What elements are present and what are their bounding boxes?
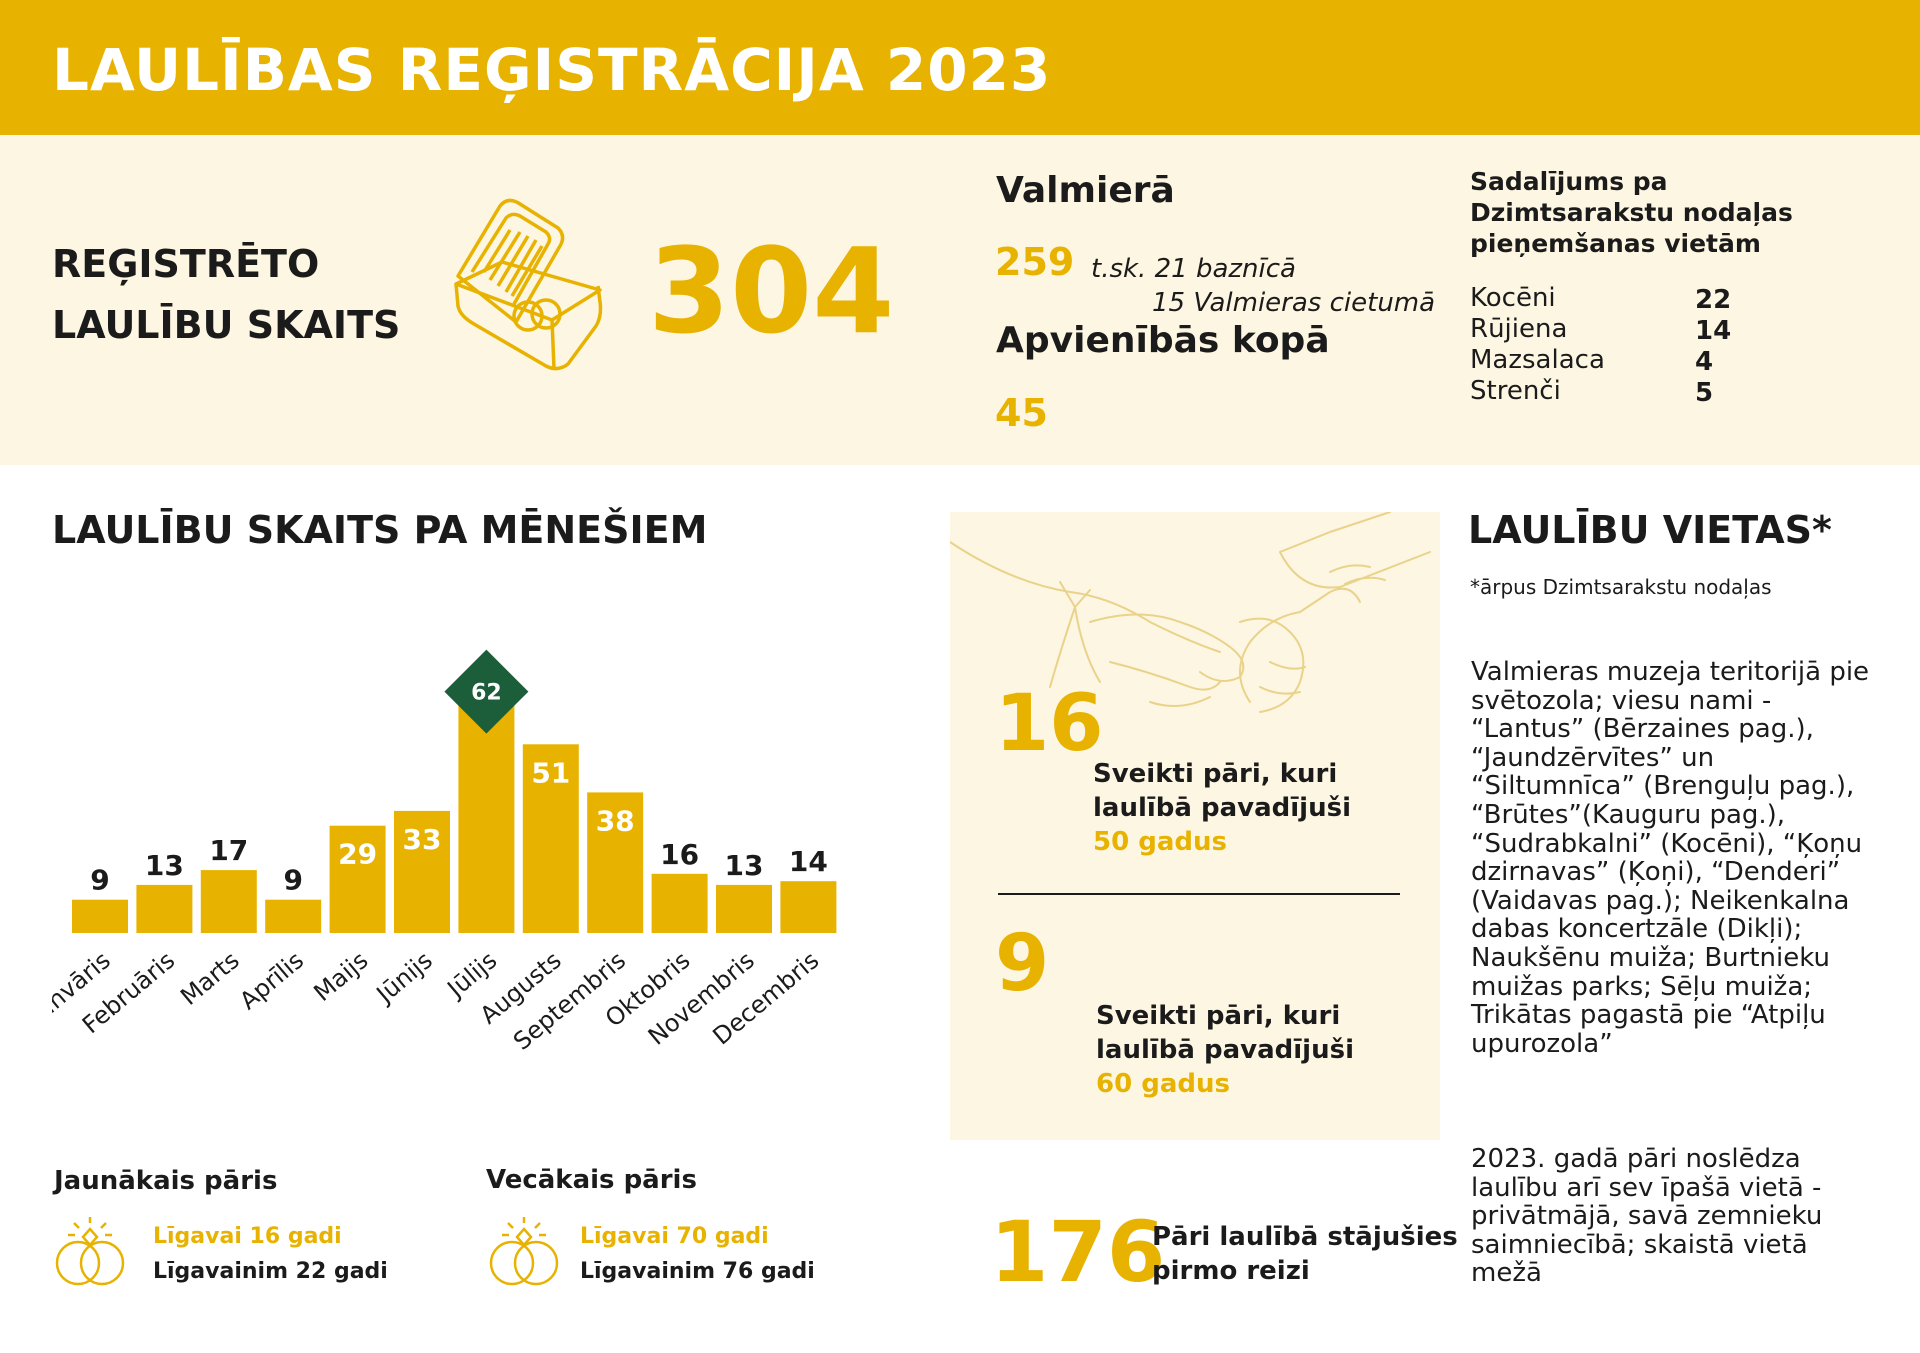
- breakdown-title-line3: pieņemšanas vietām: [1470, 229, 1761, 258]
- bar-value-label: 51: [531, 756, 570, 789]
- bar-value-label: 33: [403, 823, 442, 856]
- bar-janvāris: [72, 899, 128, 933]
- anniversary-60-text: Sveikti pāri, kuri laulībā pavadījuši 60…: [1096, 999, 1354, 1101]
- header-bar: [0, 0, 1920, 135]
- bar-value-label: 9: [283, 864, 302, 897]
- anniversary-50-text: Sveikti pāri, kuri laulībā pavadījuši 50…: [1093, 757, 1351, 859]
- category-label: Jūnijs: [370, 946, 438, 1009]
- bar-value-label: 17: [209, 834, 248, 867]
- bar-value-label: 13: [145, 849, 184, 882]
- anniversary-50-count: 16: [995, 679, 1104, 769]
- places-title: LAULĪBU VIETAS*: [1468, 508, 1832, 552]
- total-registered-count: 304: [648, 222, 895, 360]
- bar-jūnijs: [394, 810, 450, 933]
- apvieniba-title: Apvienībās kopā: [996, 320, 1330, 361]
- anniversary-text-line2: laulībā pavadījuši: [1096, 1035, 1354, 1065]
- bar-septembris: [587, 792, 644, 933]
- bar-decembris: [780, 881, 837, 933]
- places-footnote: *ārpus Dzimtsarakstu nodaļas: [1470, 575, 1772, 599]
- bar-value-label: 14: [789, 845, 828, 878]
- oldest-pair-title: Vecākais pāris: [486, 1165, 697, 1195]
- youngest-groom-age: Līgavainim 22 gadi: [153, 1259, 388, 1284]
- bar-februāris: [136, 884, 193, 933]
- breakdown-name: Strenči: [1470, 376, 1561, 406]
- first-time-count: 176: [990, 1203, 1166, 1301]
- first-time-line2: pirmo reizi: [1152, 1256, 1310, 1286]
- bar-value-label: 9: [90, 864, 109, 897]
- anniversary-text-line1: Sveikti pāri, kuri: [1093, 759, 1338, 789]
- rings-icon: [55, 1217, 125, 1286]
- valmiera-note-line1: t.sk. 21 baznīcā: [1091, 254, 1296, 284]
- breakdown-title-line1: Sadalījums pa: [1470, 167, 1668, 196]
- rings-icon: [489, 1217, 559, 1286]
- breakdown-value: 5: [1695, 378, 1714, 408]
- monthly-chart-title: LAULĪBU SKAITS PA MĒNEŠIEM: [52, 508, 708, 552]
- category-label: Maijs: [309, 946, 374, 1007]
- valmiera-count: 259: [995, 240, 1075, 284]
- category-label: Marts: [175, 946, 244, 1011]
- bar-value-label: 62: [471, 681, 502, 706]
- youngest-pair-title: Jaunākais pāris: [54, 1166, 278, 1196]
- category-label: Aprīlis: [234, 946, 309, 1015]
- anniversary-text-line1: Sveikti pāri, kuri: [1096, 1001, 1341, 1031]
- bar-value-label: 13: [725, 849, 764, 882]
- anniversaries-panel: [950, 512, 1440, 1140]
- highlight-marker: [444, 649, 529, 734]
- bar-value-label: 29: [338, 838, 377, 871]
- oldest-bride-age: Līgavai 70 gadi: [580, 1224, 769, 1249]
- breakdown-value: 14: [1695, 316, 1732, 346]
- first-time-line1: Pāri laulībā stājušies: [1152, 1222, 1458, 1252]
- first-time-text: Pāri laulībā stājušies pirmo reizi: [1152, 1220, 1458, 1288]
- breakdown-value: 4: [1695, 347, 1714, 377]
- summary-band: [0, 135, 1920, 465]
- places-text: Valmieras muzeja teritorijā pie svētozol…: [1471, 657, 1870, 1059]
- monthly-bar-chart: 9Janvāris13Februāris17Marts9Aprīlis29Mai…: [52, 649, 837, 1056]
- breakdown-title: Sadalījums pa Dzimtsarakstu nodaļas pieņ…: [1470, 166, 1793, 259]
- bar-maijs: [329, 825, 386, 933]
- youngest-bride-age: Līgavai 16 gadi: [153, 1224, 342, 1249]
- ring-box-icon: [454, 198, 603, 371]
- bar-jūlijs: [458, 703, 515, 933]
- places-text-2: 2023. gadā pāri noslēdza laulību arī sev…: [1471, 1144, 1823, 1289]
- page-title: LAULĪBAS REĢISTRĀCIJA 2023: [52, 36, 1052, 104]
- bar-value-label: 38: [596, 804, 635, 837]
- valmiera-note-line2: 15 Valmieras cietumā: [1152, 288, 1436, 318]
- bar-aprīlis: [265, 899, 322, 933]
- valmiera-title: Valmierā: [996, 170, 1175, 211]
- holding-hands-icon: [950, 512, 1431, 713]
- apvieniba-count: 45: [995, 391, 1048, 435]
- anniversary-years: 50 gadus: [1093, 827, 1227, 857]
- anniversary-years: 60 gadus: [1096, 1069, 1230, 1099]
- bar-oktobris: [651, 873, 708, 933]
- bar-marts: [200, 870, 257, 933]
- bar-augusts: [522, 744, 579, 933]
- breakdown-name: Mazsalaca: [1470, 345, 1605, 375]
- anniversary-text-line2: laulībā pavadījuši: [1093, 793, 1351, 823]
- breakdown-value: 22: [1695, 285, 1732, 315]
- breakdown-name: Kocēni: [1470, 283, 1556, 313]
- breakdown-title-line2: Dzimtsarakstu nodaļas: [1470, 198, 1793, 227]
- bar-novembris: [716, 884, 772, 933]
- anniversary-60-count: 9: [995, 919, 1050, 1009]
- bar-value-label: 16: [660, 838, 699, 871]
- registered-label-line2: LAULĪBU SKAITS: [52, 303, 401, 347]
- oldest-groom-age: Līgavainim 76 gadi: [580, 1259, 815, 1284]
- registered-label-line1: REĢISTRĒTO: [52, 242, 320, 286]
- breakdown-name: Rūjiena: [1470, 314, 1568, 344]
- divider: [998, 893, 1400, 895]
